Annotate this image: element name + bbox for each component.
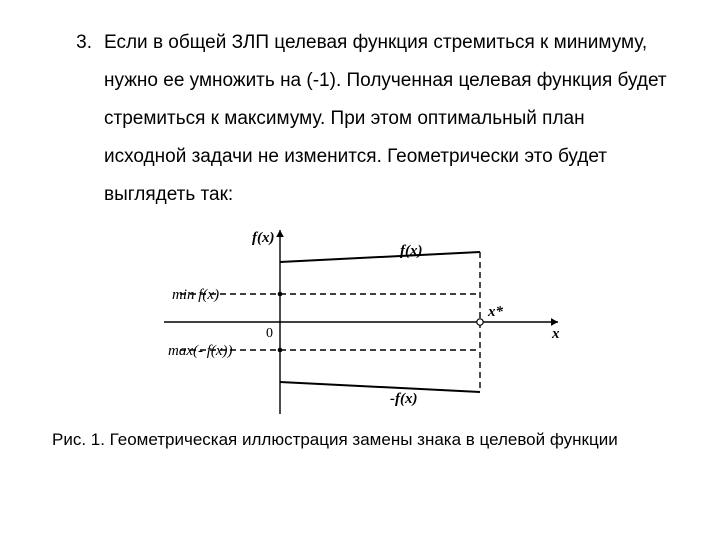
svg-text:0: 0 (266, 326, 273, 341)
svg-text:min f(x): min f(x) (172, 287, 219, 303)
function-reflection-diagram: f(x) x 0 f(x) -f(x) min f(x) max(- f(x)) x* (150, 222, 570, 422)
svg-text:x: x (551, 326, 560, 342)
svg-text:-f(x): -f(x) (390, 391, 417, 407)
page: 3. Если в общей ЗЛП целевая функция стре… (0, 0, 720, 540)
svg-text:f(x): f(x) (252, 230, 275, 246)
list-number: 3. (48, 24, 92, 62)
svg-text:max(- f(x)): max(- f(x)) (168, 343, 233, 359)
svg-text:x*: x* (487, 304, 504, 320)
figure: f(x) x 0 f(x) -f(x) min f(x) max(- f(x)) x* (48, 222, 672, 422)
figure-caption: Рис. 1. Геометрическая иллюстрация замен… (48, 428, 672, 452)
list-item-3: 3. Если в общей ЗЛП целевая функция стре… (48, 24, 672, 214)
list-text: Если в общей ЗЛП целевая функция стремит… (104, 24, 672, 214)
svg-text:f(x): f(x) (400, 243, 423, 259)
